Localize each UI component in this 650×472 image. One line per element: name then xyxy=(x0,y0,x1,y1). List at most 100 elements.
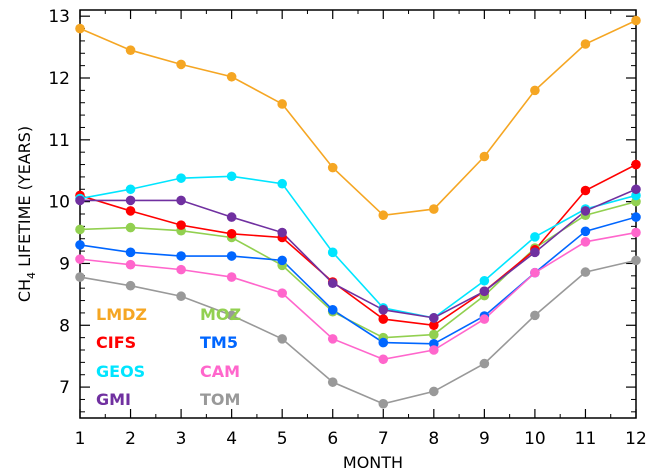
data-point-geos xyxy=(277,178,287,189)
plot-frame xyxy=(79,9,637,419)
data-point-tm5 xyxy=(176,251,186,261)
series-line-tom xyxy=(79,259,637,405)
data-point-geos xyxy=(125,184,136,195)
legend: LMDZ MOZ CIFS TM5 GEOS CAM GMI TOM xyxy=(96,305,241,409)
data-point-tom xyxy=(226,310,237,321)
data-point-cifs xyxy=(580,185,591,196)
data-point-tm5 xyxy=(378,337,389,348)
data-point-lmdz xyxy=(631,15,641,26)
data-point-tm5 xyxy=(226,251,237,261)
y-tick-label: 7 xyxy=(59,378,70,398)
data-point-cam xyxy=(580,237,591,247)
series-line-moz xyxy=(79,200,637,339)
data-point-tom xyxy=(580,267,591,277)
data-point-gmi xyxy=(327,278,338,289)
data-point-geos xyxy=(530,232,540,242)
data-point-gmi xyxy=(631,184,641,195)
data-point-lmdz xyxy=(429,204,439,214)
data-point-tom xyxy=(378,398,389,409)
data-point-gmi xyxy=(125,195,136,206)
legend-label-gmi: GMI xyxy=(96,390,131,409)
data-point-lmdz xyxy=(530,85,540,96)
y-tick-label: 8 xyxy=(59,316,70,336)
legend-label-cam: CAM xyxy=(200,362,240,381)
data-point-cam xyxy=(277,288,287,298)
data-point-cam xyxy=(75,254,85,264)
x-tick-label: 7 xyxy=(378,429,389,449)
legend-label-cifs: CIFS xyxy=(96,333,136,352)
data-point-tom xyxy=(530,310,540,321)
data-point-cifs xyxy=(378,314,389,324)
data-point-geos xyxy=(176,173,186,183)
data-point-tom xyxy=(479,358,490,369)
data-point-cifs xyxy=(226,228,237,239)
data-point-cam xyxy=(479,314,490,324)
y-axis-title: CH4 LIFETIME (YEARS) xyxy=(15,126,38,302)
legend-label-tom: TOM xyxy=(200,390,240,409)
data-point-cifs xyxy=(176,220,186,230)
data-point-cam xyxy=(176,264,186,275)
series-line-cifs xyxy=(79,163,637,327)
data-point-cam xyxy=(378,354,389,365)
data-point-lmdz xyxy=(378,210,389,221)
data-point-cam xyxy=(530,267,540,278)
x-tick-label: 10 xyxy=(524,429,546,449)
data-point-lmdz xyxy=(226,71,237,82)
data-point-gmi xyxy=(580,206,591,216)
data-point-cam xyxy=(226,272,237,282)
series-lines xyxy=(79,19,637,405)
data-point-gmi xyxy=(479,286,490,297)
y-tick-label: 9 xyxy=(59,254,70,274)
y-tick-label: 10 xyxy=(48,193,70,213)
data-point-tm5 xyxy=(631,212,641,222)
series-points xyxy=(75,15,641,409)
x-axis-title: MONTH xyxy=(343,453,403,472)
data-point-tom xyxy=(176,291,186,302)
data-point-cam xyxy=(429,345,439,355)
y-tick-label: 13 xyxy=(48,7,70,27)
series-line-geos xyxy=(79,175,637,319)
data-point-moz xyxy=(75,224,85,235)
x-tick-label: 3 xyxy=(176,429,187,449)
data-point-gmi xyxy=(429,313,439,323)
data-point-moz xyxy=(429,329,439,340)
data-point-moz xyxy=(125,222,136,233)
y-axis-title-suffix: LIFETIME (YEARS) xyxy=(15,126,34,272)
data-point-lmdz xyxy=(277,99,287,109)
data-point-tom xyxy=(125,280,136,291)
data-point-tom xyxy=(277,334,287,344)
data-point-cam xyxy=(327,334,338,344)
data-point-gmi xyxy=(530,247,540,258)
legend-label-moz: MOZ xyxy=(200,305,241,324)
y-tick-label: 12 xyxy=(48,69,70,89)
x-tick-label: 8 xyxy=(428,429,439,449)
data-point-tm5 xyxy=(75,240,85,250)
y-tick-label: 11 xyxy=(48,131,70,151)
data-point-cifs xyxy=(125,206,136,216)
data-point-gmi xyxy=(176,195,186,206)
y-axis-title-prefix: CH xyxy=(15,279,34,302)
x-tick-label: 1 xyxy=(75,429,86,449)
data-point-tom xyxy=(327,377,338,387)
data-point-lmdz xyxy=(580,39,591,49)
x-tick-label: 12 xyxy=(625,429,647,449)
data-point-gmi xyxy=(75,195,85,206)
data-point-gmi xyxy=(277,227,287,238)
data-point-geos xyxy=(226,171,237,182)
data-point-lmdz xyxy=(479,151,490,162)
data-point-lmdz xyxy=(75,23,85,34)
legend-label-lmdz: LMDZ xyxy=(96,305,147,324)
data-point-geos xyxy=(479,275,490,286)
y-axis-title-subscript: 4 xyxy=(25,272,38,279)
legend-label-geos: GEOS xyxy=(96,362,145,381)
x-tick-label: 11 xyxy=(575,429,597,449)
data-point-gmi xyxy=(378,305,389,315)
series-line-cam xyxy=(79,231,637,361)
legend-label-tm5: TM5 xyxy=(200,333,238,352)
series-line-gmi xyxy=(80,188,637,319)
x-tick-label: 4 xyxy=(226,429,237,449)
x-tick-label: 2 xyxy=(125,429,136,449)
